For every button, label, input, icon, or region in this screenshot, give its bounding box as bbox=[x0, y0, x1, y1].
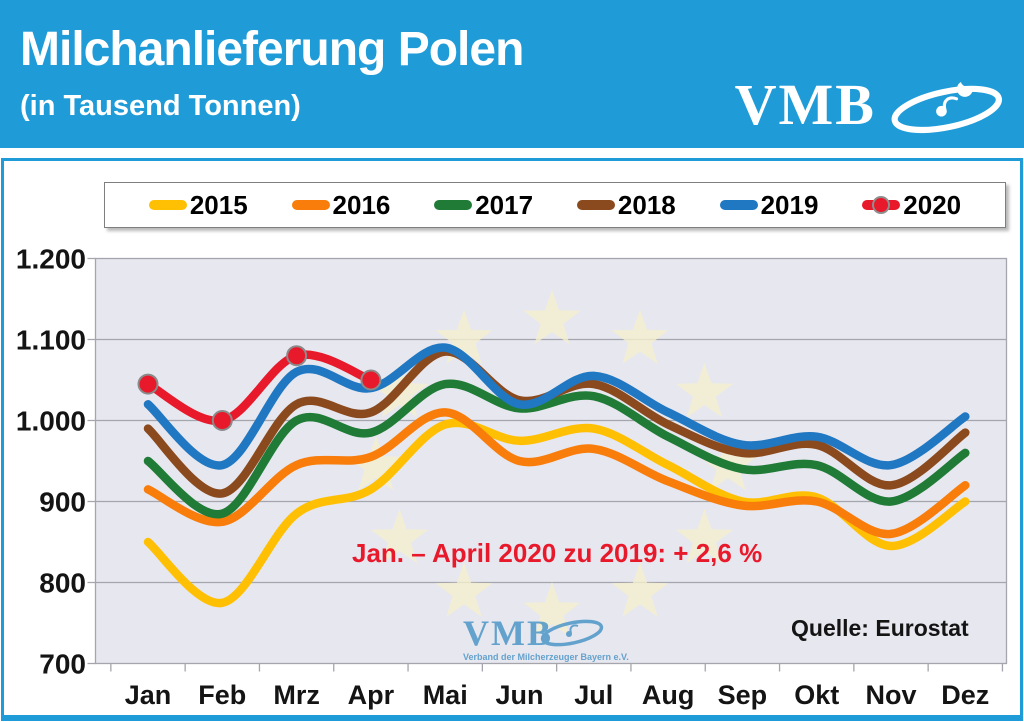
page-title: Milchanlieferung Polen bbox=[20, 23, 524, 76]
legend-swatch-2018 bbox=[576, 200, 615, 210]
legend-label-2016: 2016 bbox=[332, 189, 391, 220]
chart-panel: 2015 2016 2017 2018 2019 2020 bbox=[1, 158, 1023, 721]
vmb-swirl-icon bbox=[891, 81, 1002, 134]
legend-item-2020: 2020 bbox=[862, 190, 961, 221]
legend-item-2016: 2016 bbox=[291, 189, 391, 221]
header-banner: Milchanlieferung Polen (in Tausend Tonne… bbox=[0, 0, 1024, 148]
legend-item-2017: 2017 bbox=[434, 190, 533, 221]
chart-legend: 2015 2016 2017 2018 2019 2020 bbox=[104, 182, 1006, 228]
legend-item-2019: 2019 bbox=[719, 189, 819, 221]
legend-swatch-2015 bbox=[148, 200, 187, 210]
page-subtitle: (in Tausend Tonnen) bbox=[20, 90, 301, 122]
legend-item-2015: 2015 bbox=[148, 189, 248, 221]
legend-label-2015: 2015 bbox=[189, 189, 248, 220]
legend-label-2018: 2018 bbox=[617, 189, 676, 220]
legend-swatch-2019 bbox=[719, 200, 758, 210]
legend-label-2017: 2017 bbox=[475, 189, 534, 220]
legend-swatch-2016 bbox=[291, 200, 330, 210]
legend-swatch-2020 bbox=[862, 196, 901, 214]
legend-marker-dot-2020 bbox=[872, 196, 891, 214]
vmb-logo: VMB bbox=[735, 74, 1010, 136]
legend-item-2018: 2018 bbox=[576, 189, 676, 221]
legend-label-2019: 2019 bbox=[760, 189, 819, 220]
vmb-logo-text: VMB bbox=[734, 72, 876, 137]
legend-swatch-2017 bbox=[434, 200, 473, 210]
legend-label-2020: 2020 bbox=[903, 189, 962, 220]
